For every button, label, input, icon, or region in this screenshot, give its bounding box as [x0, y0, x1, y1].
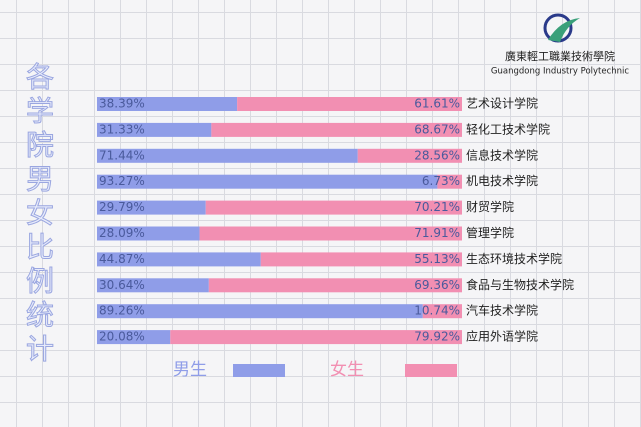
category-label: 应用外语学院	[466, 329, 538, 344]
bar-segment	[97, 174, 438, 189]
value-label: 28.09%	[99, 226, 145, 240]
value-label: 29.79%	[99, 200, 145, 214]
bar-segment	[97, 252, 261, 267]
legend-swatch	[233, 364, 285, 377]
logo-english: Guangdong Industry Polytechnic	[491, 67, 629, 77]
value-label: 89.26%	[99, 304, 145, 318]
bar-segment	[97, 97, 238, 111]
legend-label: 女生	[330, 360, 364, 380]
value-label: 69.36%	[414, 278, 460, 292]
category-label: 艺术设计学院	[466, 96, 538, 111]
value-label: 61.61%	[414, 97, 460, 111]
value-label: 70.21%	[414, 200, 460, 214]
bar-segment	[97, 122, 212, 137]
bar-segment	[208, 278, 462, 293]
value-label: 71.44%	[99, 148, 145, 162]
bar-segment	[199, 226, 462, 241]
logo-name: 廣東輕工職業技術學院	[505, 49, 615, 63]
bar-segment	[97, 200, 206, 215]
value-label: 20.08%	[99, 330, 145, 344]
value-label: 30.64%	[99, 278, 145, 292]
category-label: 汽车技术学院	[466, 303, 538, 318]
bar-segment	[97, 148, 358, 163]
value-label: 6.73%	[422, 174, 460, 188]
bar-segment	[211, 122, 462, 137]
bar-segment	[237, 97, 462, 111]
value-label: 71.91%	[414, 226, 460, 240]
value-label: 44.87%	[99, 252, 145, 266]
value-label: 28.56%	[414, 148, 460, 162]
value-label: 93.27%	[99, 174, 145, 188]
value-label: 55.13%	[414, 252, 460, 266]
bar-segment	[97, 304, 423, 319]
category-label: 轻化工技术学院	[466, 121, 550, 136]
bar-segment	[260, 252, 462, 267]
value-label: 79.92%	[414, 330, 460, 344]
category-label: 机电技术学院	[466, 173, 538, 188]
bar-segment	[97, 278, 209, 293]
bar-segment	[97, 330, 171, 345]
bar-segment	[422, 304, 462, 319]
bar-segment	[205, 200, 462, 215]
category-label: 财贸学院	[466, 199, 514, 214]
bar-segment	[170, 330, 463, 345]
category-label: 食品与生物技术学院	[466, 277, 574, 292]
bar-segment	[97, 226, 200, 241]
value-label: 10.74%	[414, 304, 460, 318]
category-label: 管理学院	[466, 225, 514, 240]
category-label: 生态环境技术学院	[466, 251, 562, 266]
logo-icon	[543, 13, 580, 43]
category-label: 信息技术学院	[466, 147, 538, 162]
value-label: 31.33%	[99, 122, 145, 136]
legend-label: 男生	[173, 360, 207, 380]
bar-segment	[437, 174, 462, 189]
value-label: 68.67%	[414, 122, 460, 136]
legend-swatch	[405, 364, 457, 377]
bar-segment	[357, 148, 462, 163]
chart-title: 各学院男女比例统计	[22, 62, 56, 369]
value-label: 38.39%	[99, 97, 145, 111]
